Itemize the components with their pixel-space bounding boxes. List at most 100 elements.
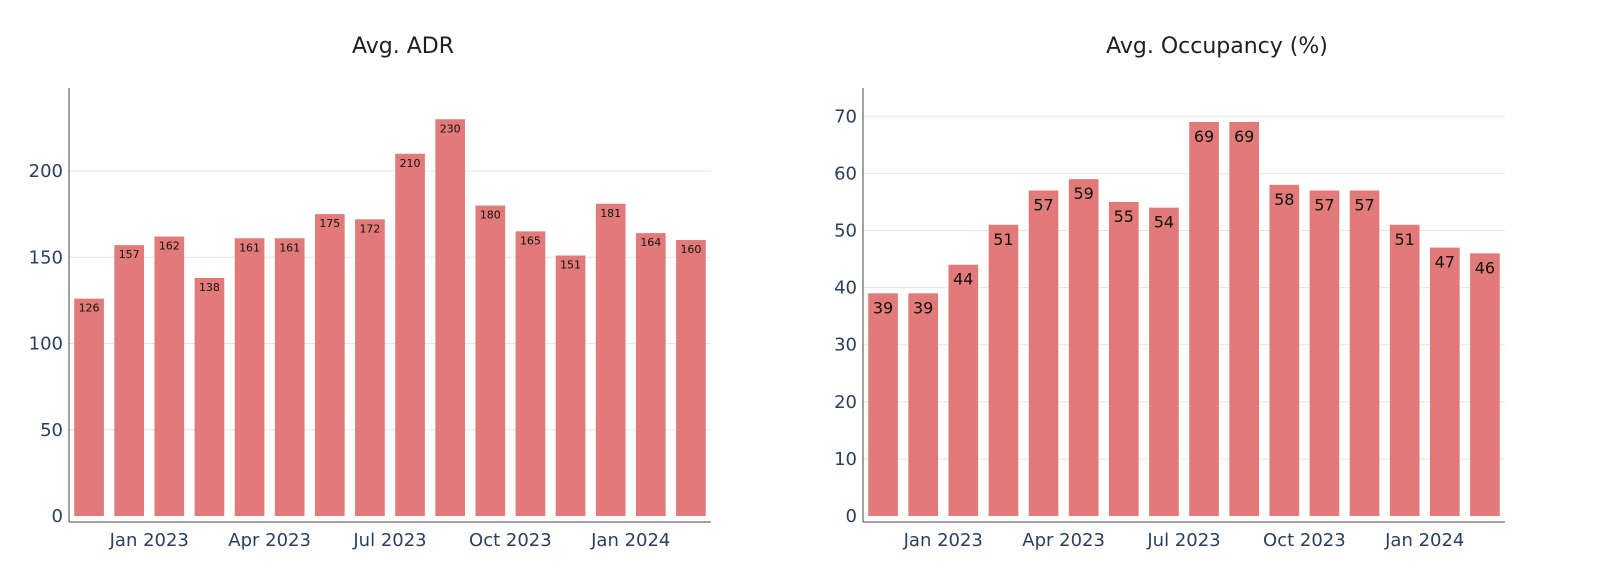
bar-data-label: 57 — [1033, 196, 1053, 215]
y-tick-label: 50 — [40, 420, 63, 441]
bar — [868, 293, 898, 516]
y-tick-label: 50 — [834, 220, 857, 241]
bar-data-label: 157 — [119, 248, 140, 261]
bar-data-label: 55 — [1114, 207, 1134, 226]
bar — [1229, 121, 1260, 516]
bar — [1429, 247, 1460, 516]
x-tick-label: Apr 2023 — [228, 530, 311, 551]
bar-data-label: 161 — [279, 241, 300, 254]
y-tick-labels: 0 50 100 150 200 — [29, 161, 63, 527]
x-tick-label: Jan 2024 — [590, 530, 670, 551]
bar — [1389, 224, 1420, 517]
bar-data-label: 161 — [239, 241, 260, 254]
bar — [1108, 201, 1139, 516]
bar — [234, 238, 265, 516]
y-tick-labels: 0 10 20 30 40 50 60 70 — [834, 106, 857, 527]
bar-data-label: 175 — [319, 217, 340, 230]
bar — [1068, 179, 1099, 516]
bar-data-labels: 126 157 162 138 161 161 175 172 210 230 180 165 151 1… — [79, 122, 702, 314]
occupancy-chart-panel: Avg. Occupancy (%) 39 39 44 51 57 59 55 54 69 69 5… — [834, 34, 1505, 551]
bar-data-label: 210 — [400, 157, 421, 170]
x-tick-label: Oct 2023 — [469, 530, 552, 551]
bar — [555, 255, 586, 516]
bar-data-label: 138 — [199, 281, 220, 294]
y-tick-label: 0 — [52, 506, 63, 527]
y-tick-label: 40 — [834, 278, 857, 299]
bar-data-label: 57 — [1314, 196, 1334, 215]
y-tick-label: 60 — [834, 163, 857, 184]
axes — [862, 88, 1505, 523]
bar-data-label: 165 — [520, 234, 541, 247]
y-tick-label: 10 — [834, 449, 857, 470]
bar — [1149, 207, 1179, 517]
bar — [948, 264, 979, 516]
bar — [355, 219, 385, 517]
bars — [868, 121, 1500, 517]
bar-data-label: 57 — [1354, 196, 1374, 215]
bar — [908, 293, 939, 516]
x-tick-label: Jan 2024 — [1384, 530, 1464, 551]
bar-data-label: 164 — [640, 236, 661, 249]
bar — [1309, 190, 1340, 516]
bar-data-label: 162 — [159, 240, 180, 253]
bar — [154, 236, 185, 517]
x-tick-label: Jan 2023 — [109, 530, 189, 551]
bar-data-label: 59 — [1074, 184, 1094, 203]
bar — [74, 298, 104, 516]
bar — [274, 238, 305, 516]
bar — [1028, 190, 1059, 516]
bar — [515, 231, 546, 516]
bar-data-label: 51 — [993, 230, 1013, 249]
bar-data-label: 160 — [680, 243, 701, 256]
y-tick-label: 0 — [846, 506, 857, 527]
chart-title-occupancy: Avg. Occupancy (%) — [1106, 34, 1328, 59]
bar-data-label: 172 — [359, 222, 380, 235]
bar-data-label: 39 — [913, 298, 933, 317]
axes — [68, 88, 711, 523]
bar-data-label: 69 — [1194, 127, 1214, 146]
bar-data-label: 151 — [560, 259, 581, 272]
x-tick-label: Jan 2023 — [903, 530, 983, 551]
bar — [114, 245, 145, 517]
y-tick-label: 200 — [29, 161, 63, 182]
bar — [988, 224, 1019, 517]
x-tick-labels: Jan 2023 Apr 2023 Jul 2023 Oct 2023 Jan 2024 — [903, 530, 1465, 551]
bar — [595, 203, 626, 516]
bars — [74, 119, 706, 517]
bar — [676, 240, 706, 516]
y-tick-label: 30 — [834, 335, 857, 356]
bar-data-label: 69 — [1234, 127, 1254, 146]
bar-data-labels: 39 39 44 51 57 59 55 54 69 69 58 57 57 51 47 46 — [873, 127, 1495, 317]
bar-data-label: 126 — [79, 302, 100, 315]
bar-data-label: 180 — [480, 209, 501, 222]
bar — [1189, 121, 1219, 516]
bar-data-label: 47 — [1435, 253, 1455, 272]
bar — [395, 153, 425, 516]
x-tick-labels: Jan 2023 Apr 2023 Jul 2023 Oct 2023 Jan 2024 — [109, 530, 671, 551]
bar — [194, 277, 225, 516]
y-tick-label: 100 — [29, 334, 63, 355]
bar-data-label: 181 — [600, 207, 621, 220]
bar — [314, 214, 345, 516]
bar-data-label: 44 — [953, 270, 973, 289]
x-tick-label: Jul 2023 — [1146, 530, 1220, 551]
bar-data-label: 54 — [1154, 213, 1174, 232]
x-tick-label: Apr 2023 — [1022, 530, 1105, 551]
bar-data-label: 230 — [440, 122, 461, 135]
y-tick-label: 70 — [834, 106, 857, 127]
y-tick-label: 20 — [834, 392, 857, 413]
bar — [1470, 253, 1500, 516]
bar — [1269, 184, 1300, 517]
chart-title-adr: Avg. ADR — [352, 34, 454, 59]
x-tick-label: Oct 2023 — [1263, 530, 1346, 551]
bar-data-label: 58 — [1274, 190, 1294, 209]
bar — [1349, 190, 1380, 516]
bar — [635, 233, 666, 516]
bar-data-label: 51 — [1395, 230, 1415, 249]
y-tick-label: 150 — [29, 247, 63, 268]
bar — [435, 119, 466, 516]
x-tick-label: Jul 2023 — [352, 530, 426, 551]
